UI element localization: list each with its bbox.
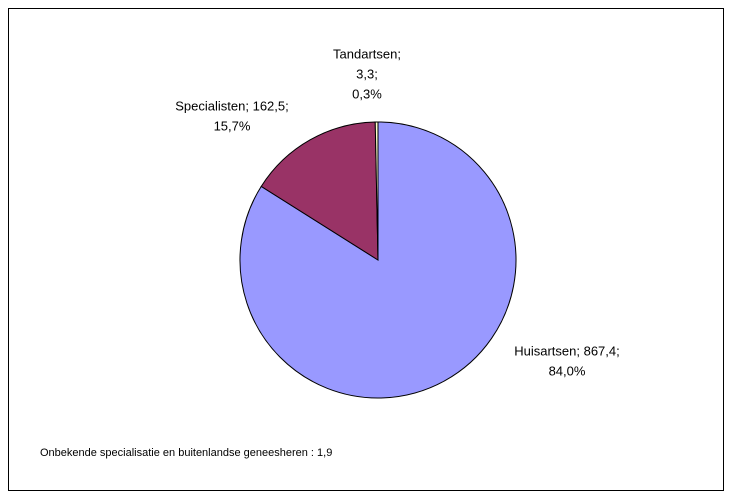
slice-label: 15,7% (214, 118, 251, 133)
slice-label: Tandartsen; (333, 46, 401, 61)
slice-label: Specialisten; 162,5; (175, 98, 288, 113)
pie-slice (374, 121, 379, 261)
pie-slice (239, 121, 517, 399)
footnote: Onbekende specialisatie en buitenlandse … (40, 447, 332, 459)
pie-slice (260, 121, 379, 261)
slice-label: 84,0% (549, 363, 586, 378)
slice-label: 0,3% (352, 86, 382, 101)
slice-label: 3,3; (356, 66, 378, 81)
slice-label: Huisartsen; 867,4; (514, 343, 620, 358)
